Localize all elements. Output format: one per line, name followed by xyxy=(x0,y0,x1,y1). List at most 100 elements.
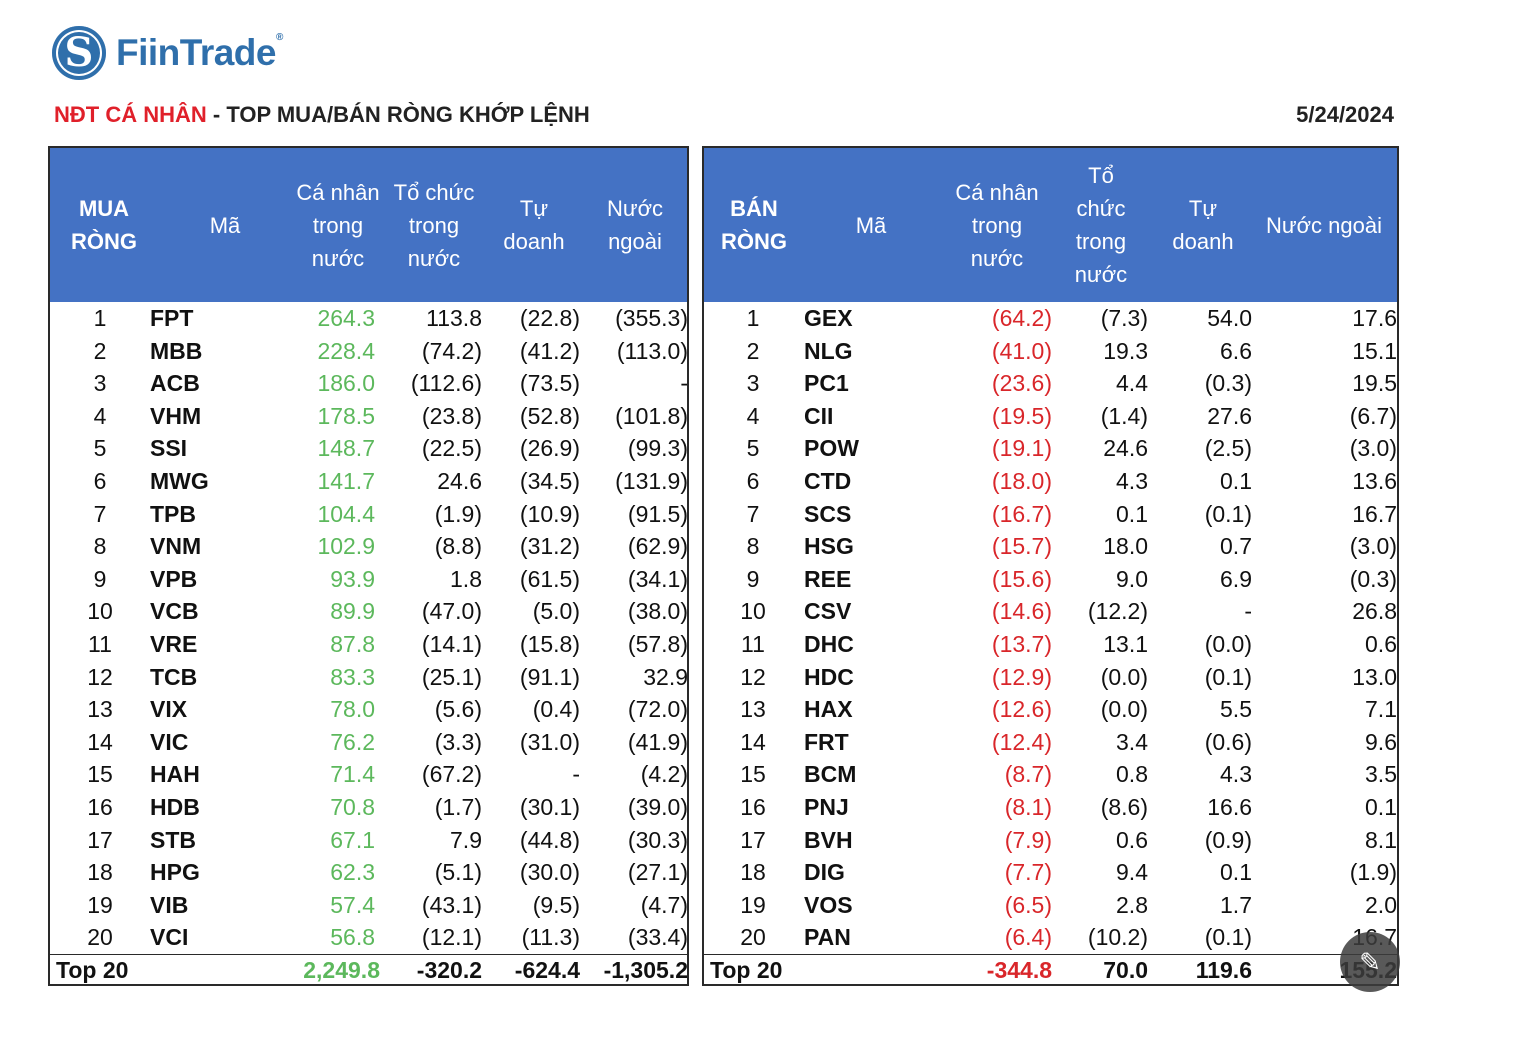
proprietary-value: (5.0) xyxy=(532,598,580,625)
header-line: doanh xyxy=(1172,229,1234,254)
report-date: 5/24/2024 xyxy=(1296,102,1394,127)
table-row: 8 VNM 102.9 (8.8) (31.2) (62.9) xyxy=(50,530,688,563)
header-proprietary-label: Tự doanh xyxy=(503,192,564,258)
header-individual-label: Cá nhân trong nước xyxy=(296,176,379,275)
header-institution-label: Tổ chức trong nước xyxy=(1075,159,1127,291)
rank: 1 xyxy=(746,305,760,331)
individual-value: (41.0) xyxy=(991,337,1052,364)
table-row: 1 GEX (64.2) (7.3) 54.0 17.6 xyxy=(704,302,1397,335)
foreign-value: (4.7) xyxy=(640,891,688,918)
header-rank-label: MUA RÒNG xyxy=(71,192,137,258)
institution-value: (1.7) xyxy=(434,794,482,820)
rank: 12 xyxy=(87,663,113,690)
individual-value: 76.2 xyxy=(330,728,375,755)
header-line: Tự xyxy=(1188,196,1218,221)
ticker: PC1 xyxy=(804,370,849,397)
header-individual: Cá nhân trong nước xyxy=(288,148,388,302)
individual-value: (19.1) xyxy=(991,435,1052,462)
table-row: 3 PC1 (23.6) 4.4 (0.3) 19.5 xyxy=(704,367,1397,400)
header-line: Mã xyxy=(209,212,241,238)
proprietary-value: 5.5 xyxy=(1220,696,1252,723)
header-line: Tổ xyxy=(1088,163,1114,188)
header-code: Mã xyxy=(190,148,260,302)
table-row: 9 REE (15.6) 9.0 6.9 (0.3) xyxy=(704,563,1397,596)
proprietary-value: (91.1) xyxy=(519,663,580,690)
individual-value: (15.6) xyxy=(991,565,1052,592)
ticker: DHC xyxy=(804,631,854,657)
individual-value: (64.2) xyxy=(991,305,1052,331)
ticker: VCI xyxy=(150,924,189,951)
proprietary-value: (52.8) xyxy=(519,402,580,429)
proprietary-value: (0.1) xyxy=(1204,500,1252,527)
table-row: 11 DHC (13.7) 13.1 (0.0) 0.6 xyxy=(704,628,1397,661)
ticker: HSG xyxy=(804,533,854,560)
rank: 17 xyxy=(87,826,113,853)
rank: 4 xyxy=(746,402,760,429)
header-line: nước xyxy=(970,245,1024,271)
foreign-value: (41.9) xyxy=(627,728,688,755)
individual-value: 56.8 xyxy=(330,924,375,951)
total-proprietary: -624.4 xyxy=(514,957,580,983)
table-row: 7 TPB 104.4 (1.9) (10.9) (91.5) xyxy=(50,498,688,531)
foreign-value: (39.0) xyxy=(627,794,688,820)
ticker: HAH xyxy=(150,761,200,788)
institution-value: 7.9 xyxy=(450,826,482,853)
ticker: FRT xyxy=(804,728,849,755)
proprietary-value: (26.9) xyxy=(519,435,580,462)
proprietary-value: (31.2) xyxy=(519,533,580,560)
institution-value: (5.6) xyxy=(434,696,482,723)
ticker: NLG xyxy=(804,337,853,364)
proprietary-value: 1.7 xyxy=(1220,891,1252,918)
rank: 13 xyxy=(87,696,113,723)
rank: 4 xyxy=(93,402,107,429)
header-institution: Tổ chức trong nước xyxy=(386,148,482,302)
ticker: TPB xyxy=(150,500,196,527)
foreign-value: 19.5 xyxy=(1352,370,1397,397)
foreign-value: (33.4) xyxy=(627,924,688,951)
table-header: MUA RÒNG Mã Cá nhân trong nước Tổ chức trong nướ… xyxy=(50,148,687,302)
individual-value: (12.4) xyxy=(991,728,1052,755)
individual-value: 93.9 xyxy=(330,565,375,592)
individual-value: 148.7 xyxy=(317,435,375,462)
table-row: 4 CII (19.5) (1.4) 27.6 (6.7) xyxy=(704,400,1397,433)
table-row: 3 ACB 186.0 (112.6) (73.5) - xyxy=(50,367,688,400)
institution-value: 0.1 xyxy=(1116,500,1148,527)
table-row: 5 SSI 148.7 (22.5) (26.9) (99.3) xyxy=(50,432,688,465)
header-line: Tổ chức xyxy=(393,179,475,205)
individual-value: 62.3 xyxy=(330,859,375,886)
rank: 9 xyxy=(746,565,760,592)
rank: 13 xyxy=(740,696,766,723)
individual-value: 57.4 xyxy=(330,891,375,918)
header-code: Mã xyxy=(836,148,906,302)
header-code-label: Mã xyxy=(210,209,241,242)
ticker: CTD xyxy=(804,468,852,494)
rank: 18 xyxy=(740,859,766,886)
rank: 20 xyxy=(87,924,113,951)
foreign-value: 0.1 xyxy=(1365,794,1397,820)
institution-value: (12.2) xyxy=(1087,598,1148,625)
individual-value: 87.8 xyxy=(330,631,375,657)
ticker: ACB xyxy=(150,370,200,397)
header-individual: Cá nhân trong nước xyxy=(944,148,1050,302)
institution-value: (22.5) xyxy=(421,435,482,462)
report-title-row: NĐT CÁ NHÂN - TOP MUA/BÁN RÒNG KHỚP LỆNH… xyxy=(54,102,1394,130)
individual-value: 78.0 xyxy=(330,696,375,723)
foreign-value: (72.0) xyxy=(627,696,688,723)
proprietary-value: (0.1) xyxy=(1204,924,1252,951)
table-row: 16 HDB 70.8 (1.7) (30.1) (39.0) xyxy=(50,791,688,824)
edit-icon[interactable]: ✎ xyxy=(1340,932,1400,992)
table-row: 8 HSG (15.7) 18.0 0.7 (3.0) xyxy=(704,530,1397,563)
institution-value: 0.8 xyxy=(1116,761,1148,788)
proprietary-value: (9.5) xyxy=(532,891,580,918)
individual-value: 83.3 xyxy=(330,663,375,690)
ticker: FPT xyxy=(150,305,194,331)
ticker: TCB xyxy=(150,663,198,690)
individual-value: (7.7) xyxy=(1004,859,1052,886)
foreign-value: 17.6 xyxy=(1352,305,1397,331)
header-line: BÁN xyxy=(730,196,778,221)
ticker: VCB xyxy=(150,598,199,625)
institution-value: 18.0 xyxy=(1103,533,1148,560)
total-label: Top 20 xyxy=(56,957,129,983)
table-row: 7 SCS (16.7) 0.1 (0.1) 16.7 xyxy=(704,498,1397,531)
proprietary-value: 0.1 xyxy=(1220,859,1252,886)
